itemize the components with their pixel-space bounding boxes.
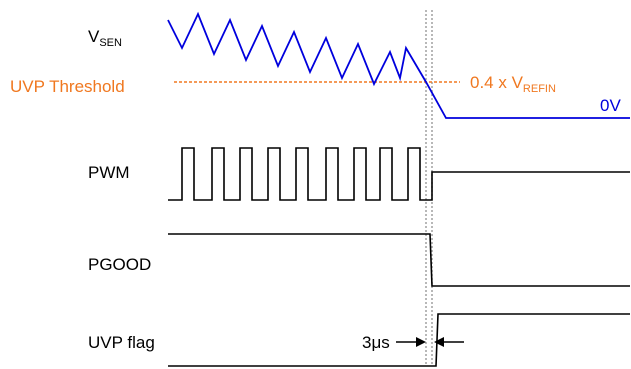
threshold-value-sub: REFIN (523, 83, 556, 95)
delay-label: 3μs (362, 333, 390, 352)
uvp-threshold-label: UVP Threshold (10, 77, 125, 96)
uvp-flag-waveform (168, 313, 630, 367)
vsen-label-sub: SEN (99, 37, 122, 49)
vsen-label-main: V (88, 27, 100, 46)
threshold-value-label: 0.4 x VREFIN (470, 73, 556, 95)
vsen-waveform (167, 11, 630, 119)
zero-volt-label: 0V (600, 96, 621, 115)
pwm-waveform (168, 147, 630, 201)
uvp-flag-label: UVP flag (88, 333, 155, 352)
pgood-waveform (168, 233, 630, 287)
vsen-label: VSEN (88, 27, 122, 49)
pgood-label: PGOOD (88, 255, 151, 274)
pwm-label: PWM (88, 163, 130, 182)
delay-arrow-left-head (416, 337, 426, 347)
threshold-value-prefix: 0.4 x V (470, 73, 524, 92)
delay-arrow-right-head (434, 337, 444, 347)
